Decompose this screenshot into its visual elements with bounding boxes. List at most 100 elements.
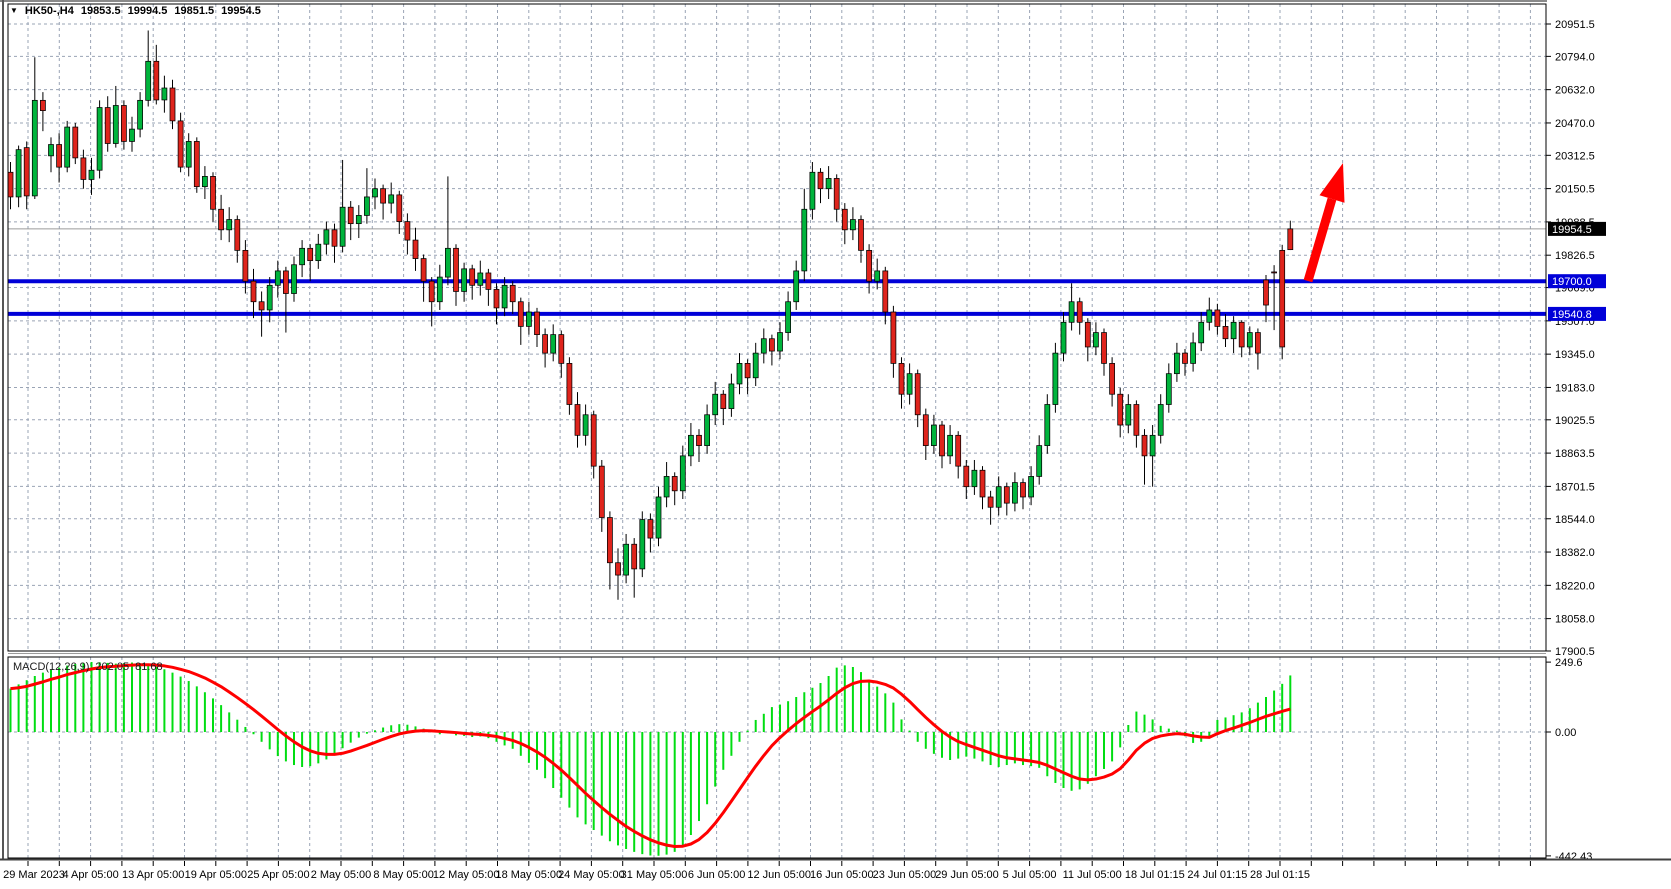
candle: [7, 171, 14, 198]
time-axis-label: 18 May 05:00: [495, 869, 562, 881]
candle: [1279, 249, 1286, 348]
macd-axis-label: 0.00: [1555, 727, 1576, 739]
candle: [291, 264, 297, 294]
candle: [752, 352, 759, 379]
time-axis-label: 4 Apr 05:00: [62, 869, 118, 881]
price-axis-label: 20150.5: [1555, 184, 1595, 196]
candle: [517, 301, 524, 327]
candle: [445, 247, 451, 278]
candle: [80, 157, 87, 180]
candle: [1182, 352, 1188, 364]
candle: [96, 107, 103, 171]
candle: [1052, 352, 1059, 405]
candle: [1076, 301, 1083, 323]
candle: [121, 105, 127, 142]
candle: [202, 176, 208, 188]
candle: [347, 206, 354, 225]
macd-signal-line: [10, 663, 1291, 849]
candle: [1117, 393, 1124, 426]
candle: [987, 496, 994, 508]
candle: [906, 373, 913, 395]
candle: [1214, 309, 1221, 327]
candle: [825, 178, 832, 190]
price-tag-level-text: 19540.8: [1552, 309, 1592, 321]
symbol-info-line: ▼ HK50-,H4 19853.5 19994.5 19851.5 19954…: [10, 4, 261, 18]
time-axis-label: 5 Jul 05:00: [1003, 869, 1057, 881]
candle: [882, 270, 889, 313]
candle: [1068, 301, 1075, 323]
candle: [137, 99, 143, 130]
candle: [558, 334, 565, 364]
candle: [1190, 342, 1196, 364]
candle: [647, 519, 654, 539]
candle: [283, 270, 289, 294]
candle: [469, 268, 476, 286]
candle: [404, 221, 411, 241]
trend-arrow-head[interactable]: [1319, 163, 1345, 203]
candle: [631, 543, 638, 570]
candle: [420, 258, 427, 282]
candle: [15, 149, 22, 198]
time-axis-label: 24 Jul 01:15: [1187, 869, 1247, 881]
candle: [23, 147, 30, 197]
candle: [210, 176, 216, 210]
candle: [850, 219, 856, 231]
trend-arrow-shaft[interactable]: [1303, 197, 1337, 283]
time-axis-label: 23 Jun 05:00: [873, 869, 937, 881]
macd-signal-value: 81.68: [135, 660, 163, 673]
candle: [72, 126, 79, 159]
candle: [566, 363, 573, 405]
time-axis-label: 12 May 05:00: [433, 869, 500, 881]
macd-axis-label: 249.6: [1555, 657, 1583, 669]
candle: [218, 208, 224, 231]
candle: [728, 383, 735, 409]
time-axis-label: 16 Jun 05:00: [810, 869, 874, 881]
candle: [1174, 352, 1180, 375]
candle: [323, 229, 330, 245]
candle: [1084, 321, 1091, 348]
macd-panel-border: [7, 656, 1547, 859]
candle: [1109, 363, 1115, 395]
price-axis-label: 19183.0: [1555, 382, 1595, 394]
price-tag-level: [1548, 306, 1606, 321]
time-axis-label: 25 Apr 05:00: [247, 869, 309, 881]
bar-close-value: 19954.5: [221, 5, 261, 17]
candle: [331, 229, 338, 247]
candle: [193, 141, 200, 188]
symbol-period-label: HK50-,H4: [24, 5, 74, 17]
candle: [1012, 482, 1018, 504]
candle: [56, 144, 62, 168]
price-axis-label: 19826.5: [1555, 250, 1595, 262]
symbol-dropdown-icon[interactable]: ▼: [10, 6, 18, 15]
time-axis-label: 28 Jul 01:15: [1250, 869, 1310, 881]
candle: [1149, 434, 1156, 457]
price-axis-label: 20470.0: [1555, 118, 1595, 130]
candle: [1238, 321, 1245, 348]
time-axis-label: 18 Jul 01:15: [1125, 869, 1185, 881]
candle: [112, 105, 119, 144]
candle: [1028, 476, 1034, 498]
candle: [914, 373, 921, 416]
candle: [355, 215, 362, 225]
time-axis-label: 8 May 05:00: [373, 869, 434, 881]
macd-main-value: 202.05: [95, 660, 130, 673]
price-tag-current: [1548, 221, 1606, 236]
candle: [898, 363, 905, 395]
candle: [453, 247, 459, 292]
candle: [1287, 228, 1294, 251]
bar-open-value: 19853.5: [80, 5, 121, 17]
candle: [64, 126, 71, 168]
price-axis[interactable]: [1547, 0, 1671, 889]
candle: [931, 424, 937, 446]
candle: [574, 404, 581, 436]
candle: [688, 434, 694, 457]
candle: [777, 332, 783, 352]
price-axis-label: 20951.5: [1555, 19, 1595, 31]
candle: [461, 268, 467, 292]
time-axis-label: 13 Apr 05:00: [122, 869, 184, 881]
candle: [1263, 279, 1269, 306]
candle: [639, 519, 646, 570]
candle: [833, 178, 840, 210]
candle: [258, 301, 265, 311]
